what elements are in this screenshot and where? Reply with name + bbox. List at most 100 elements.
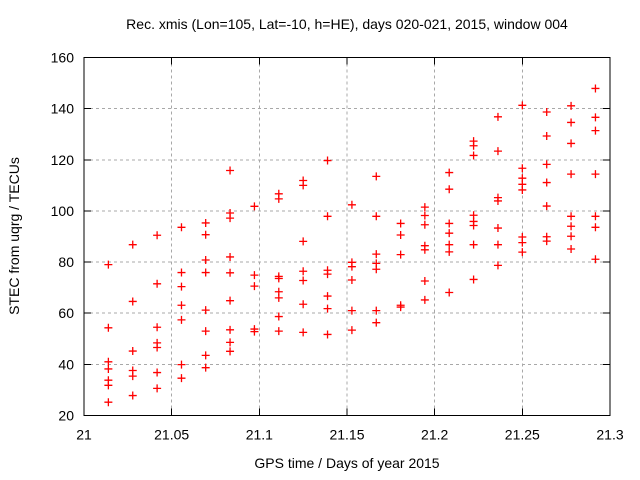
data-point-marker xyxy=(226,268,235,277)
data-point-marker xyxy=(396,303,405,312)
data-point-marker xyxy=(104,357,113,366)
data-point-marker xyxy=(518,185,527,194)
x-tick-label: 21.3 xyxy=(596,427,623,443)
data-point-marker xyxy=(493,112,502,121)
x-tick-label: 21.15 xyxy=(329,427,364,443)
data-point-marker xyxy=(347,262,356,271)
data-point-marker xyxy=(177,374,186,383)
data-point-marker xyxy=(591,113,600,122)
data-point-marker xyxy=(128,391,137,400)
data-point-marker xyxy=(177,223,186,232)
y-tick-label: 140 xyxy=(51,101,75,117)
data-point-marker xyxy=(226,252,235,261)
data-point-marker xyxy=(420,295,429,304)
data-point-marker xyxy=(177,301,186,310)
data-point-marker xyxy=(445,185,454,194)
data-point-marker xyxy=(274,312,283,321)
data-point-marker xyxy=(299,237,308,246)
data-point-marker xyxy=(201,256,210,265)
data-point-marker xyxy=(128,297,137,306)
y-tick-label: 120 xyxy=(51,152,75,168)
data-point-marker xyxy=(226,214,235,223)
data-point-marker xyxy=(469,141,478,150)
data-point-marker xyxy=(518,101,527,110)
data-point-marker xyxy=(493,240,502,249)
data-point-marker xyxy=(226,166,235,175)
data-point-marker xyxy=(299,276,308,285)
data-point-marker xyxy=(469,275,478,284)
data-point-marker xyxy=(128,372,137,381)
data-point-marker xyxy=(445,168,454,177)
data-point-marker xyxy=(323,304,332,313)
data-point-marker xyxy=(104,381,113,390)
data-point-marker xyxy=(201,327,210,336)
y-tick-label: 100 xyxy=(51,203,75,219)
data-point-marker xyxy=(591,223,600,232)
data-point-marker xyxy=(299,181,308,190)
data-point-marker xyxy=(567,245,576,254)
tick-labels: 21 21.05 21.1 21.15 21.2 21.25 21.3 20 40 60 80 100… xyxy=(51,50,624,443)
data-point-marker xyxy=(250,271,259,280)
data-point-marker xyxy=(591,255,600,264)
data-point-marker xyxy=(347,200,356,209)
data-point-marker xyxy=(201,306,210,315)
data-point-marker xyxy=(372,265,381,274)
data-point-marker xyxy=(201,351,210,360)
data-point-marker xyxy=(347,275,356,284)
data-point-marker xyxy=(153,343,162,352)
data-point-marker xyxy=(274,293,283,302)
data-point-marker xyxy=(226,338,235,347)
data-point-marker xyxy=(250,327,259,336)
data-point-marker xyxy=(567,212,576,221)
data-point-marker xyxy=(226,347,235,356)
data-point-marker xyxy=(445,240,454,249)
data-point-marker xyxy=(567,118,576,127)
data-point-marker xyxy=(420,220,429,229)
data-point-marker xyxy=(372,306,381,315)
data-point-marker xyxy=(104,398,113,407)
plot-border xyxy=(83,57,611,416)
data-point-marker xyxy=(104,260,113,269)
data-point-marker xyxy=(153,279,162,288)
data-point-marker xyxy=(567,232,576,241)
y-axis-label: STEC from uqrg / TECUs xyxy=(6,157,22,315)
data-point-marker xyxy=(104,323,113,332)
y-tick-label: 160 xyxy=(51,50,75,66)
data-point-marker xyxy=(250,202,259,211)
data-point-marker xyxy=(347,306,356,315)
data-point-marker xyxy=(518,238,527,247)
data-point-marker xyxy=(567,222,576,231)
data-point-marker xyxy=(591,170,600,179)
data-point-marker xyxy=(201,230,210,239)
grid-lines xyxy=(84,57,610,416)
data-point-marker xyxy=(128,347,137,356)
data-point-marker xyxy=(372,318,381,327)
data-point-marker xyxy=(493,224,502,233)
data-point-marker xyxy=(274,274,283,283)
data-point-marker xyxy=(177,268,186,277)
data-point-marker xyxy=(445,219,454,228)
data-point-marker xyxy=(153,384,162,393)
x-tick-label: 21.25 xyxy=(505,427,540,443)
data-point-marker xyxy=(469,221,478,230)
data-point-marker xyxy=(518,248,527,257)
x-tick-label: 21.05 xyxy=(154,427,189,443)
tick-marks xyxy=(83,57,611,416)
data-point-marker xyxy=(567,139,576,148)
x-tick-label: 21.2 xyxy=(421,427,448,443)
data-points xyxy=(104,84,600,407)
data-point-marker xyxy=(153,231,162,240)
data-point-marker xyxy=(128,240,137,249)
data-point-marker xyxy=(542,107,551,116)
data-point-marker xyxy=(177,315,186,324)
data-point-marker xyxy=(445,288,454,297)
y-tick-label: 80 xyxy=(58,254,74,270)
data-point-marker xyxy=(274,327,283,336)
y-tick-label: 20 xyxy=(58,408,74,424)
data-point-marker xyxy=(493,261,502,270)
data-point-marker xyxy=(445,229,454,238)
data-point-marker xyxy=(299,300,308,309)
data-point-marker xyxy=(201,268,210,277)
data-point-marker xyxy=(226,296,235,305)
